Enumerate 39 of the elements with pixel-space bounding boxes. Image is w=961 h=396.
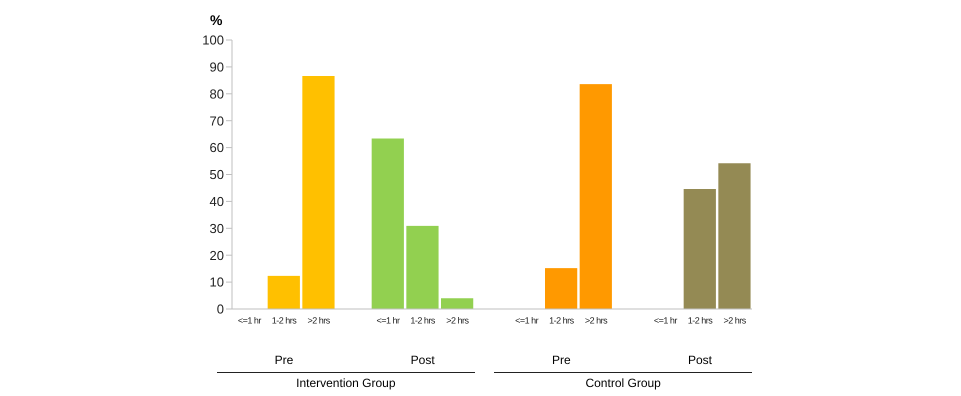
y-tick-label: 0 [216, 302, 224, 317]
bar [441, 298, 474, 309]
y-tick-label: 90 [210, 60, 224, 75]
text: Pre [550, 353, 572, 367]
x-tick-label: 1-2 hrs [272, 315, 298, 326]
text: Post [686, 353, 713, 367]
x-tick-label: <=1 hr [238, 315, 262, 326]
bar [302, 76, 335, 309]
x-tick-label: 1-2 hrs [688, 315, 714, 326]
y-tick-label: 30 [210, 220, 224, 236]
bar [268, 276, 300, 309]
x-tick-label: <=1 hr [654, 315, 678, 326]
x-tick-label: <=1 hr [515, 315, 539, 326]
text: Post [410, 353, 436, 367]
x-tick-label: >2 hrs [584, 315, 608, 326]
bar [372, 138, 404, 309]
text: Intervention Group [295, 376, 397, 390]
x-tick-label: >2 hrs [308, 315, 331, 326]
bar [718, 163, 751, 309]
x-tick-label: 1-2 hrs [549, 315, 575, 326]
x-tick-label: >2 hrs [724, 315, 747, 326]
y-tick-label: 60 [210, 140, 224, 156]
x-tick-label: <=1 hr [376, 315, 400, 326]
text: Pre [274, 353, 294, 367]
x-tick-label: >2 hrs [446, 315, 470, 326]
y-tick-label: 20 [210, 248, 224, 263]
bar [545, 268, 578, 309]
y-tick-label: 10 [210, 274, 224, 290]
y-tick-label: 50 [210, 167, 224, 182]
y-axis-title: % [210, 12, 222, 28]
bar [406, 226, 439, 309]
bar [684, 189, 716, 309]
x-tick-label: 1-2 hrs [410, 315, 436, 326]
text: Control Group [584, 376, 662, 390]
bar [580, 84, 612, 309]
y-tick-label: 100 [202, 32, 224, 48]
y-tick-label: 40 [210, 194, 224, 210]
y-tick-label: 80 [210, 86, 224, 102]
y-tick-label: 70 [210, 113, 224, 128]
